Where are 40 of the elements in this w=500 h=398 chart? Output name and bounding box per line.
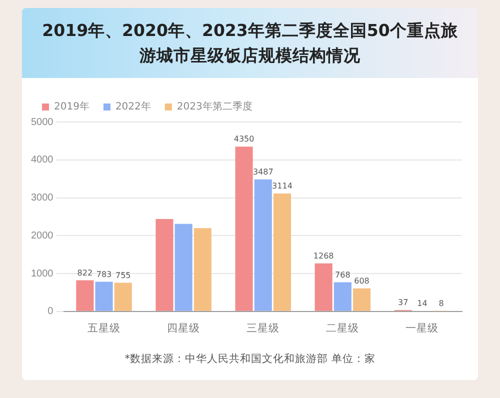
y-tick-label: 3000 [30,192,54,204]
bar [352,288,371,311]
bar [235,146,253,311]
y-tick-label: 1000 [30,268,54,280]
legend-label: 2023年第二季度 [176,100,252,113]
y-tick-label: 2000 [30,230,54,242]
x-tick-label: 一星级 [406,322,439,335]
bar [254,179,272,311]
x-tick-label: 五星级 [88,322,121,335]
bar [95,282,113,311]
bar [194,228,212,311]
y-tick-label: 5000 [30,116,54,128]
bar [334,282,352,311]
data-label: 755 [115,270,131,280]
data-label: 822 [77,268,93,278]
data-label: 768 [335,270,350,280]
data-label: 3114 [272,182,292,191]
x-tick-label: 二星级 [326,322,360,335]
data-label: 783 [96,270,112,279]
data-label: 608 [354,276,370,286]
data-label: 1268 [313,251,334,260]
y-tick-label: 4000 [30,154,54,166]
data-label: 3487 [252,167,274,176]
legend-label: 2022年 [115,100,151,113]
x-tick-label: 四星级 [167,322,200,335]
x-tick-label: 三星级 [246,322,280,335]
text: *数据来源：中华人民共和国文化和旅游部 单位：家 [124,352,376,366]
bar [76,280,94,311]
data-label: 8 [438,299,444,308]
bar [174,224,192,311]
bar [156,218,174,311]
bar [114,282,132,311]
bar [314,263,332,311]
bar [273,193,291,311]
data-label: 4350 [234,134,254,144]
data-label: 37 [398,298,408,308]
chart-title: 2019年、2020年、2023年第二季度全国50个重点旅游城市星级饭店规模结构情况 [22,8,478,78]
data-label: 14 [417,298,428,308]
y-tick-label: 0 [48,306,54,318]
legend-label: 2019年 [54,100,90,113]
